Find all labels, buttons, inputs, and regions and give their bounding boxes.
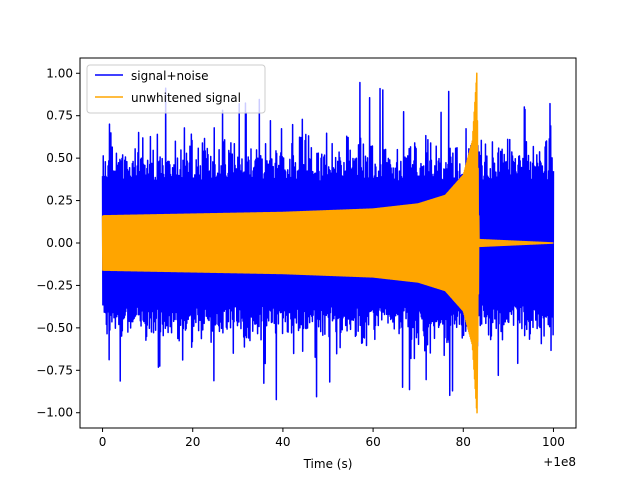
x-tick-label: 0 xyxy=(99,435,107,449)
series-layer xyxy=(101,72,555,414)
y-tick-label: −0.50 xyxy=(36,321,73,335)
y-tick-label: 0.75 xyxy=(46,109,73,123)
legend-box xyxy=(86,64,266,114)
y-tick-label: 0.25 xyxy=(46,194,73,208)
x-offset-label: +1e8 xyxy=(543,455,576,469)
x-axis: 0 20 40 60 80 100 xyxy=(99,428,565,449)
legend-label-signal-noise: signal+noise xyxy=(131,69,208,83)
y-tick-label: −0.25 xyxy=(36,278,73,292)
x-tick-label: 100 xyxy=(542,435,565,449)
x-axis-label: Time (s) xyxy=(303,457,353,471)
series-unwhitened-signal-line xyxy=(101,72,554,414)
x-tick-label: 20 xyxy=(185,435,200,449)
x-tick-label: 80 xyxy=(456,435,471,449)
y-tick-label: 0.00 xyxy=(46,236,73,250)
y-axis: −1.00 −0.75 −0.50 −0.25 0.00 0.25 0.50 0.75 1.00 xyxy=(36,66,80,420)
x-tick-label: 60 xyxy=(365,435,380,449)
y-tick-label: 0.50 xyxy=(46,151,73,165)
x-tick-label: 40 xyxy=(275,435,290,449)
y-tick-label: −1.00 xyxy=(36,406,73,420)
y-tick-label: −0.75 xyxy=(36,363,73,377)
y-tick-label: 1.00 xyxy=(46,66,73,80)
legend: signal+noise unwhitened signal xyxy=(86,64,266,114)
legend-label-unwhitened-signal: unwhitened signal xyxy=(131,91,241,105)
